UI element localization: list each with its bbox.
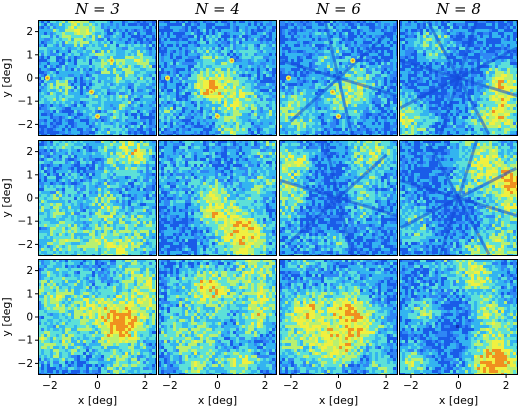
map-panel-r1-c3 [279,20,398,136]
column-title: N = 4 [194,0,240,18]
x-tick-label: −2 [403,380,418,392]
panel-frame [399,259,518,375]
y-tick-label: 2 [26,26,33,38]
y-axes: −2 −1 0 1 2 −2 −1 0 1 2 −2 −1 0 1 2 [18,26,38,370]
panel-frame [38,20,157,136]
y-axis-label: y [deg] [0,58,13,97]
map-panel-r2-c1 [38,140,157,256]
x-tick-label: 0 [335,380,342,392]
panel-grid [38,20,518,375]
x-tick-label: 2 [142,380,149,392]
y-tick-label: −2 [18,119,33,131]
x-tick-label: 0 [94,380,101,392]
map-panel-r2-c2 [158,140,277,256]
map-panel-r3-c3 [279,259,398,375]
y-tick-label: −1 [18,96,33,108]
y-tick-label: 0 [26,193,33,205]
y-axis-label: y [deg] [0,178,13,217]
y-tick-label: 1 [26,49,33,61]
x-tick-label: 2 [383,380,390,392]
y-tick-label: −1 [18,335,33,347]
y-tick-label: −2 [18,239,33,251]
x-axis-label: x [deg] [78,394,117,407]
x-axis-label: x [deg] [439,394,478,407]
y-axis-label: y [deg] [0,297,13,336]
column-title: N = 8 [435,0,481,18]
x-tick-label: −2 [283,380,298,392]
x-axis-label: x [deg] [319,394,358,407]
panel-frame [279,259,398,375]
column-titles: N = 3 N = 4 N = 6 N = 8 [74,0,481,18]
panel-frame [38,259,157,375]
y-tick-label: 1 [26,169,33,181]
map-panel-r2-c4 [399,140,518,256]
map-panel-r3-c4 [399,259,518,375]
x-tick-label: 2 [262,380,269,392]
column-title: N = 3 [74,0,120,18]
panel-frame [399,140,518,256]
x-tick-label: 0 [214,380,221,392]
panel-frame [279,140,398,256]
y-tick-label: 0 [26,312,33,324]
panel-frame [38,140,157,256]
y-tick-label: 1 [26,288,33,300]
map-panel-r1-c1 [38,20,157,136]
map-panel-r2-c3 [279,140,398,256]
y-tick-label: −1 [18,216,33,228]
y-tick-label: 2 [26,146,33,158]
axis-labels: y [deg] y [deg] y [deg] x [deg] x [deg] x [de… [0,58,478,407]
panel-frame [158,20,277,136]
y-tick-label: −2 [18,358,33,370]
x-axis-label: x [deg] [198,394,237,407]
y-tick-label: 2 [26,265,33,277]
x-axes: −2 0 2 −2 0 2 −2 0 2 −2 0 2 [42,375,509,392]
panel-frame [158,140,277,256]
x-tick-label: 0 [455,380,462,392]
panel-frame [399,20,518,136]
panel-frame [279,20,398,136]
column-title: N = 6 [315,0,361,18]
y-tick-label: 0 [26,73,33,85]
map-panel-r3-c2 [158,259,277,375]
x-tick-label: −2 [162,380,177,392]
panel-frame [158,259,277,375]
map-panel-r1-c4 [399,20,518,136]
x-tick-label: −2 [42,380,57,392]
map-panel-r1-c2 [158,20,277,136]
map-panel-r3-c1 [38,259,157,375]
x-tick-label: 2 [503,380,510,392]
